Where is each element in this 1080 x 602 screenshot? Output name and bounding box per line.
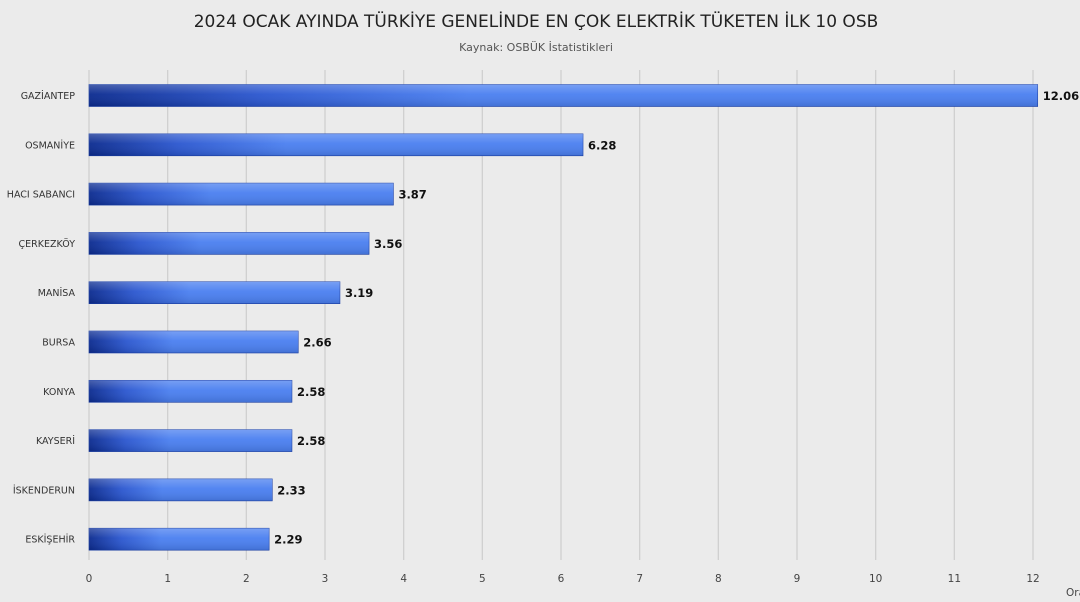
bars — [88, 84, 1039, 551]
category-label: ÇERKEZKÖY — [19, 239, 76, 250]
x-tick-label: 10 — [869, 573, 882, 585]
chart-title: 2024 OCAK AYINDA TÜRKİYE GENELİNDE EN ÇO… — [194, 10, 879, 32]
x-tick-label: 6 — [558, 573, 565, 585]
value-label: 3.56 — [374, 237, 402, 251]
category-label: MANİSA — [38, 288, 76, 299]
bar-highlight — [89, 183, 394, 206]
value-label: 3.87 — [398, 188, 426, 202]
category-label: İSKENDERUN — [13, 485, 75, 496]
x-tick-label: 2 — [243, 573, 250, 585]
labels: GAZİANTEP 12.06 OSMANİYE 6.28 HACI SABANCI 3.… — [7, 89, 1079, 547]
category-label: KAYSERİ — [36, 436, 75, 447]
value-label: 2.29 — [274, 533, 302, 547]
bar-highlight — [89, 232, 370, 255]
category-label: HACI SABANCI — [7, 190, 75, 201]
x-tick-label: 12 — [1026, 573, 1039, 585]
x-tick-label: 11 — [948, 573, 961, 585]
bar-highlight — [89, 429, 292, 452]
value-label: 2.58 — [297, 434, 325, 448]
category-label: KONYA — [43, 387, 75, 398]
category-label: GAZİANTEP — [21, 91, 76, 102]
x-tick-label: 4 — [400, 573, 407, 585]
value-label: 12.06 — [1043, 89, 1079, 103]
bar-highlight — [89, 331, 299, 353]
value-label: 3.19 — [345, 286, 373, 300]
category-label: BURSA — [42, 338, 75, 349]
x-axis-title: Ora — [1066, 587, 1080, 599]
bar-highlight — [89, 380, 292, 403]
x-tick-label: 8 — [715, 573, 722, 585]
x-tick-label: 9 — [794, 573, 801, 585]
value-label: 6.28 — [588, 138, 616, 152]
x-tick-label: 1 — [164, 573, 171, 585]
bar-highlight — [89, 133, 584, 156]
x-axis-ticks: 0 1 2 3 4 5 6 7 8 9 10 11 12 — [86, 573, 1040, 585]
x-tick-label: 7 — [636, 573, 643, 585]
chart-subtitle: Kaynak: OSBÜK İstatistikleri — [459, 41, 613, 54]
x-tick-label: 5 — [479, 573, 486, 585]
category-label: ESKİŞEHİR — [25, 535, 75, 546]
value-label: 2.66 — [303, 336, 331, 350]
value-label: 2.58 — [297, 385, 325, 399]
bar-highlight — [89, 478, 273, 501]
x-tick-label: 3 — [322, 573, 329, 585]
bar-highlight — [89, 281, 340, 304]
bar-highlight — [89, 528, 270, 551]
bar-highlight — [89, 84, 1038, 107]
category-label: OSMANİYE — [25, 140, 75, 151]
x-tick-label: 0 — [86, 573, 93, 585]
value-label: 2.33 — [277, 483, 305, 497]
